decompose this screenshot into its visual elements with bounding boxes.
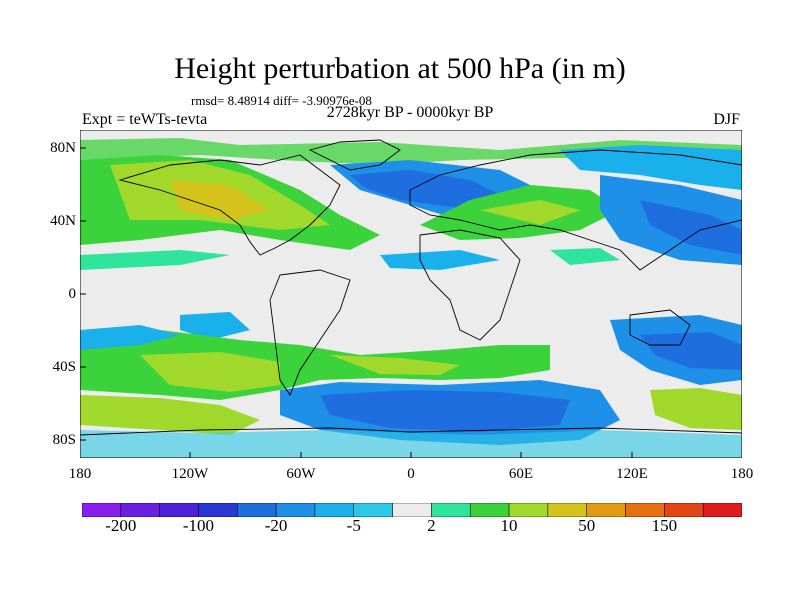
colorbar-label: -20 — [264, 516, 288, 535]
colorbar-swatch — [237, 503, 277, 517]
lon-label-60w: 60W — [286, 466, 316, 482]
field-patch — [80, 395, 260, 435]
lon-label-0: 0 — [407, 466, 415, 482]
colorbar-swatch — [314, 503, 355, 517]
lon-label-180w: 180 — [68, 466, 92, 482]
colorbar-swatch — [547, 503, 587, 517]
field-patch — [560, 145, 742, 190]
colorbar-swatch — [586, 503, 626, 517]
experiment-label: Expt = teWTs-tevta — [82, 111, 208, 128]
map-title: Height perturbation at 500 hPa (in m) — [174, 52, 626, 85]
lon-label-120w: 120W — [171, 466, 209, 482]
height-perturbation-map — [80, 130, 742, 458]
lon-label-180e: 180 — [730, 466, 754, 482]
colorbar-swatch — [702, 503, 742, 517]
lon-label-60e: 60E — [508, 466, 534, 482]
colorbar — [82, 503, 742, 517]
colorbar-label: -200 — [105, 516, 137, 535]
australia-coast — [629, 309, 691, 346]
axis-ticks — [80, 147, 633, 458]
colorbar-label: -5 — [346, 516, 361, 535]
south-america-coast — [269, 269, 351, 396]
colorbar-label: 150 — [651, 516, 678, 535]
coastlines — [80, 139, 742, 436]
lat-label-40s: 40S — [52, 359, 76, 375]
field-patch — [330, 355, 460, 375]
stats-line: rmsd= 8.48914 diff= -3.90976e-08 — [191, 93, 372, 108]
colorbar-swatch — [275, 503, 316, 517]
season-label: DJF — [713, 111, 740, 128]
field-patch — [350, 170, 500, 208]
colorbar-label: 10 — [500, 516, 518, 535]
field-patch — [140, 352, 280, 392]
field-patch — [640, 200, 742, 255]
eurasia-coast — [409, 149, 742, 271]
colorbar-label: 50 — [578, 516, 596, 535]
field-patch — [80, 250, 230, 270]
field-patch — [170, 180, 270, 220]
field-patch — [380, 250, 500, 270]
field-patch — [320, 390, 570, 432]
colorbar-swatch — [392, 503, 432, 517]
field-patch — [550, 248, 620, 265]
field-patch — [640, 332, 742, 370]
lat-label-40n: 40N — [50, 213, 76, 229]
period-label: 2728kyr BP - 0000kyr BP — [326, 104, 494, 121]
colorbar-swatch — [469, 503, 510, 517]
africa-coast — [419, 229, 521, 341]
field-patch — [650, 388, 742, 430]
colorbar-swatch — [353, 503, 393, 517]
colorbar-swatch — [664, 503, 704, 517]
colorbar-swatch — [625, 503, 665, 517]
colorbar-swatch — [82, 503, 122, 517]
antarctica-coast — [80, 427, 742, 436]
north-america-coast — [118, 154, 341, 256]
colorbar-swatch — [431, 503, 471, 517]
lat-label-80s: 80S — [52, 432, 76, 448]
colorbar-swatch — [120, 503, 160, 517]
field-patch — [80, 325, 180, 350]
colorbar-label: 2 — [427, 516, 436, 535]
colorbar-swatch — [159, 503, 199, 517]
lat-label-80n: 80N — [50, 140, 76, 156]
lon-label-120e: 120E — [616, 466, 648, 482]
lat-label-0: 0 — [68, 286, 77, 302]
field-patch — [480, 200, 580, 225]
greenland-coast — [308, 139, 401, 171]
colorbar-swatch — [508, 503, 549, 517]
field-patch — [80, 430, 742, 458]
colorbar-label: -100 — [182, 516, 215, 535]
colorbar-swatch — [198, 503, 238, 517]
field-patch — [180, 312, 250, 340]
